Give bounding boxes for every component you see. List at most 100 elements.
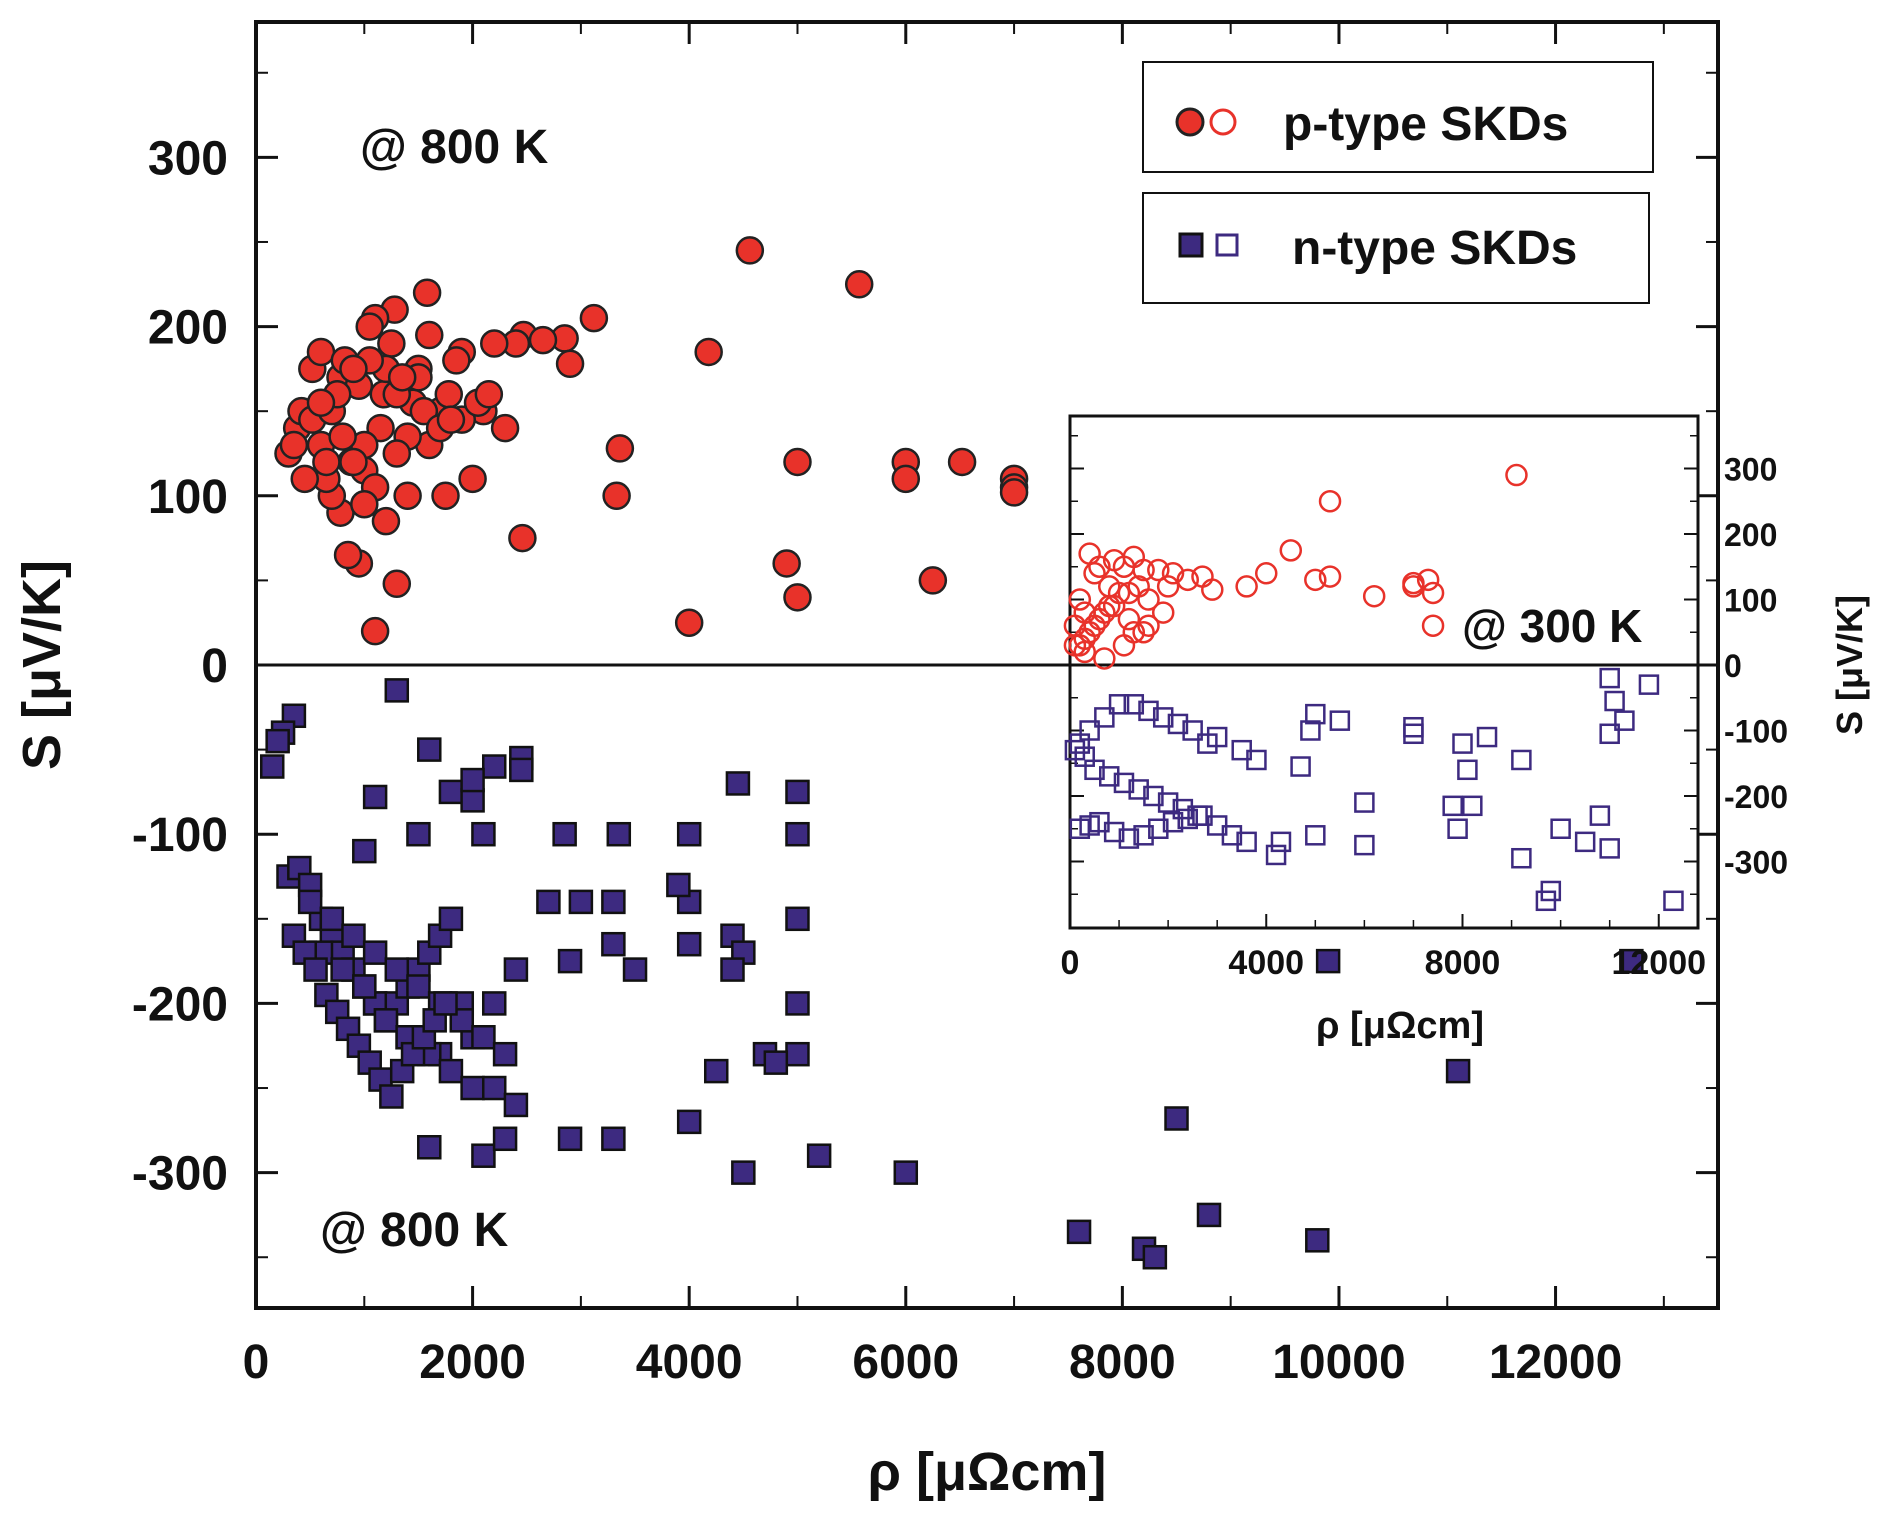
data-point-n-300k <box>1300 720 1321 741</box>
data-point-n-300k <box>1305 825 1326 846</box>
data-point-n-800k <box>1305 1228 1330 1253</box>
data-point-n-300k <box>1221 825 1243 846</box>
data-point-n-800k <box>330 957 355 982</box>
data-point-p-800k <box>474 380 504 409</box>
data-point-p-800k <box>508 523 537 553</box>
data-point-p-800k <box>382 439 412 468</box>
data-point-p-300k <box>1421 581 1445 605</box>
inset-y-tick-label: 0 <box>1724 648 1742 684</box>
data-point-n-300k <box>1403 723 1424 745</box>
data-point-n-300k <box>1511 847 1532 869</box>
x-tick-label: 10000 <box>1272 1336 1405 1389</box>
data-point-n-800k <box>433 991 458 1016</box>
data-point-n-800k <box>406 974 431 999</box>
data-point-n-800k <box>676 931 702 957</box>
data-point-p-800k <box>290 464 319 494</box>
data-point-n-300k <box>1354 834 1375 856</box>
data-point-n-800k <box>557 1126 583 1152</box>
data-point-p-300k <box>1122 621 1146 644</box>
data-point-n-300k <box>1182 720 1203 741</box>
data-point-p-800k <box>947 447 977 477</box>
data-point-p-800k <box>409 396 439 426</box>
data-point-n-800k <box>482 991 507 1016</box>
data-point-n-800k <box>785 991 810 1016</box>
data-point-n-800k <box>785 779 810 805</box>
annotation-800k-top: @ 800 K <box>360 121 549 174</box>
data-point-n-300k <box>1133 825 1154 846</box>
data-point-n-800k <box>1142 1244 1168 1270</box>
data-point-p-800k <box>366 413 395 443</box>
x-tick-label: 0 <box>243 1336 270 1389</box>
y-tick-label: -100 <box>132 809 228 862</box>
data-point-n-800k <box>341 923 366 948</box>
y-tick-label: -300 <box>132 1148 228 1201</box>
data-point-n-300k <box>1305 703 1326 725</box>
data-point-p-300k <box>1402 571 1425 595</box>
data-point-p-300k <box>1416 568 1440 592</box>
data-point-p-300k <box>1147 558 1170 582</box>
data-point-p-800k <box>355 312 384 341</box>
data-point-p-800k <box>312 447 341 477</box>
data-point-p-800k <box>339 447 368 477</box>
data-point-n-800k <box>319 906 345 932</box>
data-point-n-300k <box>1236 831 1257 853</box>
data-point-p-800k <box>674 608 704 637</box>
legend-box-n <box>1142 192 1650 304</box>
data-point-n-300k <box>1128 779 1149 800</box>
data-point-n-300k <box>1550 818 1571 839</box>
data-point-n-800k <box>536 889 561 915</box>
data-point-n-300k <box>1457 759 1478 781</box>
data-point-n-300k <box>1599 667 1620 689</box>
y-tick-label: -200 <box>132 978 228 1031</box>
y-tick-label: 300 <box>148 132 228 185</box>
data-point-n-800k <box>471 1143 496 1168</box>
data-point-p-800k <box>602 481 631 511</box>
data-point-p-800k <box>434 380 464 409</box>
data-point-n-800k <box>460 1075 485 1101</box>
x-tick-label: 12000 <box>1489 1336 1622 1389</box>
data-point-n-800k <box>1164 1106 1189 1131</box>
inset-y-axis-label: S [μV/K] <box>1829 595 1870 735</box>
data-point-p-800k <box>382 569 412 599</box>
data-point-p-800k <box>436 405 466 434</box>
data-point-n-300k <box>1462 795 1483 817</box>
data-point-n-800k <box>666 872 691 898</box>
data-point-p-300k <box>1127 575 1150 598</box>
data-point-n-300k <box>1599 838 1620 859</box>
data-point-n-300k <box>1084 759 1105 781</box>
data-point-n-800k <box>438 1058 464 1084</box>
data-point-n-800k <box>601 889 626 915</box>
data-point-n-800k <box>460 788 485 813</box>
data-point-n-800k <box>379 1084 404 1109</box>
legend-marker-n-filled <box>1178 232 1204 258</box>
data-point-p-800k <box>393 481 422 511</box>
data-point-p-300k <box>1421 614 1445 637</box>
data-point-n-800k <box>785 1041 810 1067</box>
data-point-n-300k <box>1069 733 1091 754</box>
data-point-n-300k <box>1138 700 1159 722</box>
data-point-p-800k <box>918 566 948 595</box>
main-y-axis-label: S [μV/K] <box>12 560 72 770</box>
data-point-p-800k <box>783 447 812 477</box>
data-point-n-800k <box>568 889 594 915</box>
data-point-n-800k <box>731 1160 756 1185</box>
data-point-n-300k <box>1511 749 1532 771</box>
data-point-n-300k <box>1152 707 1174 728</box>
inset-plot-frame <box>1068 414 1700 930</box>
data-point-n-300k <box>1197 733 1218 754</box>
data-point-p-300k <box>1255 562 1278 585</box>
data-point-p-800k <box>772 549 801 578</box>
data-point-p-300k <box>1068 588 1092 611</box>
data-point-n-800k <box>676 1109 702 1135</box>
data-point-n-800k <box>676 821 702 847</box>
inset-annotation-300k: @ 300 K <box>1462 600 1642 652</box>
data-point-p-300k <box>1304 568 1327 592</box>
data-point-n-300k <box>1329 710 1351 731</box>
data-point-p-800k <box>528 325 558 355</box>
data-point-p-300k <box>1235 575 1258 598</box>
data-point-n-800k <box>417 737 442 762</box>
data-point-n-800k <box>352 838 377 864</box>
data-point-p-800k <box>735 236 765 265</box>
data-point-n-800k <box>384 678 410 703</box>
